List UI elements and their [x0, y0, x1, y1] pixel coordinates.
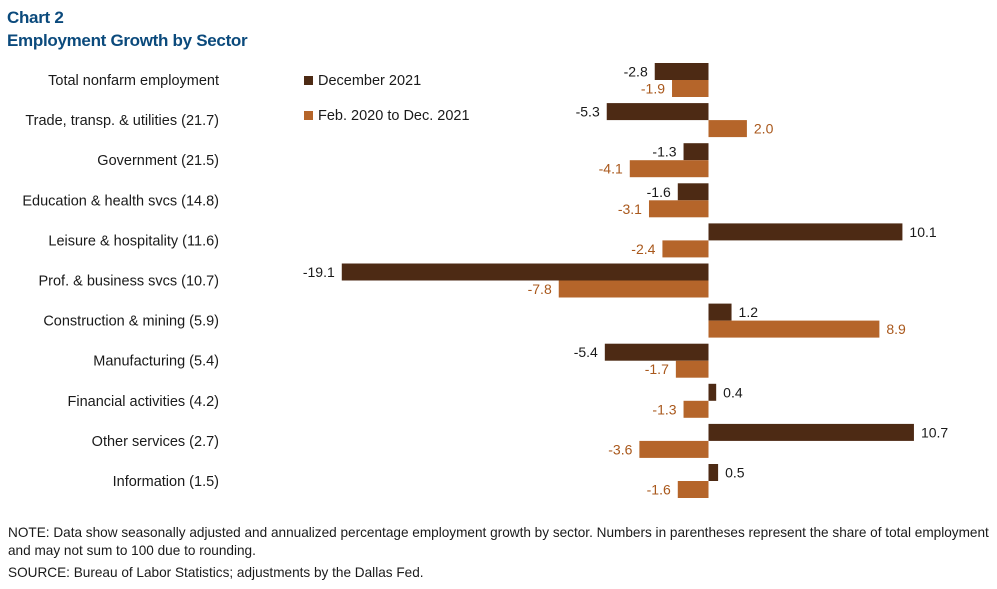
bar-feb2020-dec2021 [677, 481, 709, 498]
data-label: 8.9 [886, 321, 906, 337]
note-text: NOTE: Data show seasonally adjusted and … [8, 525, 989, 558]
bar-dec-2021 [654, 63, 709, 80]
bar-feb2020-dec2021 [708, 320, 880, 338]
bar-dec-2021 [708, 223, 903, 241]
bar-dec-2021 [708, 303, 732, 321]
bar-dec-2021 [708, 464, 719, 481]
legend-label: December 2021 [318, 73, 421, 89]
bar-feb2020-dec2021 [683, 400, 709, 418]
bar-chart: Total nonfarm employment -2.8-1.9 Trade, t… [22, 63, 948, 498]
legend-swatch [304, 111, 313, 120]
data-label: -5.3 [576, 104, 600, 120]
data-label: -1.6 [647, 184, 671, 200]
bar-feb2020-dec2021 [629, 160, 709, 178]
category-label: Information (1.5) [113, 474, 219, 490]
category-label: Manufacturing (5.4) [93, 354, 219, 370]
data-label: -7.8 [528, 281, 552, 297]
category-label: Construction & mining (5.9) [43, 314, 219, 330]
data-label: -1.3 [652, 144, 676, 160]
category-label: Education & health svcs (14.8) [22, 193, 219, 209]
data-label: 0.4 [723, 384, 743, 400]
bar-feb2020-dec2021 [662, 240, 709, 258]
bar-feb2020-dec2021 [558, 280, 709, 298]
data-label: 0.5 [725, 465, 745, 481]
category-label: Government (21.5) [97, 153, 219, 169]
chart-notes: NOTE: Data show seasonally adjusted and … [8, 524, 990, 582]
chart-number: Chart 2 [7, 8, 64, 27]
chart-titles: Chart 2 Employment Growth by Sector [7, 6, 248, 52]
bar-dec-2021 [677, 183, 709, 201]
data-label: -3.1 [618, 201, 642, 217]
chart-title: Employment Growth by Sector [7, 31, 248, 50]
data-label: -19.1 [303, 264, 335, 280]
data-label: -1.3 [652, 401, 676, 417]
data-label: -2.4 [631, 241, 655, 257]
bar-dec-2021 [683, 143, 709, 161]
bar-feb2020-dec2021 [648, 200, 709, 218]
data-label: 2.0 [754, 121, 774, 137]
legend-label: Feb. 2020 to Dec. 2021 [318, 108, 470, 124]
bar-dec-2021 [341, 263, 709, 281]
bar-dec-2021 [606, 103, 709, 121]
bar-dec-2021 [708, 383, 717, 401]
source-text: SOURCE: Bureau of Labor Statistics; adju… [8, 565, 424, 580]
category-label: Financial activities (4.2) [68, 394, 220, 410]
bar-feb2020-dec2021 [675, 360, 709, 378]
category-label: Total nonfarm employment [48, 73, 219, 89]
bar-feb2020-dec2021 [708, 120, 747, 138]
data-label: -1.9 [641, 81, 665, 97]
data-label: -4.1 [599, 161, 623, 177]
data-label: -5.4 [574, 344, 598, 360]
data-label: 1.2 [739, 304, 759, 320]
category-label: Trade, transp. & utilities (21.7) [25, 113, 219, 129]
data-label: 10.7 [921, 424, 948, 440]
data-label: -2.8 [624, 64, 648, 80]
data-label: -3.6 [608, 441, 632, 457]
bar-feb2020-dec2021 [639, 440, 709, 458]
bar-dec-2021 [708, 423, 914, 441]
data-label: -1.6 [647, 482, 671, 498]
data-label: -1.7 [645, 361, 669, 377]
bar-feb2020-dec2021 [672, 80, 709, 97]
bar-dec-2021 [604, 343, 709, 361]
category-label: Other services (2.7) [92, 434, 219, 450]
category-label: Leisure & hospitality (11.6) [48, 233, 219, 249]
data-label: 10.1 [909, 224, 936, 240]
legend-swatch [304, 76, 313, 85]
category-label: Prof. & business svcs (10.7) [38, 274, 219, 290]
